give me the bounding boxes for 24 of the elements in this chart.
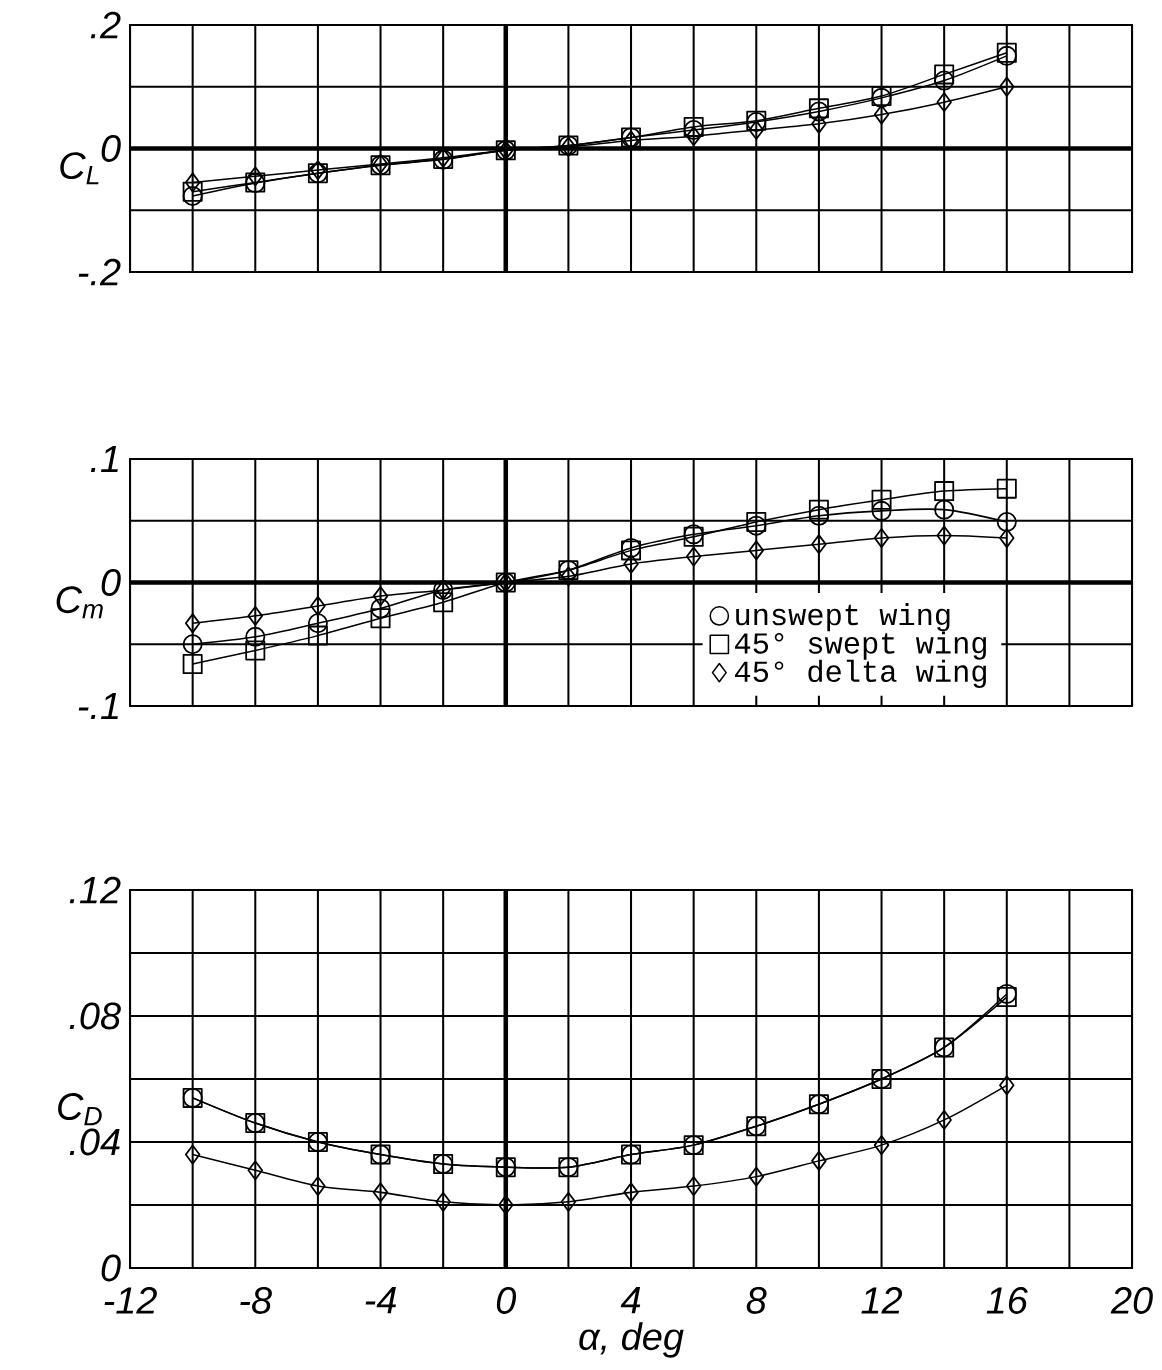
x-tick-label: -4: [365, 1287, 397, 1314]
legend-label: 45° swept wing: [735, 631, 987, 660]
y-tick-label: -.2: [78, 258, 121, 286]
x-tick-label: 12: [861, 1287, 903, 1314]
y-axis-title: C$_{D}$: [58, 1093, 102, 1126]
y-tick-label: 0: [101, 135, 121, 162]
y-axis-title: C$_{L}$: [60, 152, 99, 185]
legend-label: unswept wing: [736, 603, 950, 632]
y-tick-label: .2: [91, 11, 121, 39]
y-tick-label: .04: [70, 1128, 120, 1156]
x-tick-label: 4: [620, 1287, 641, 1314]
y-tick-label: .12: [70, 876, 121, 904]
x-tick-label: 0: [497, 1287, 517, 1314]
y-tick-label: .1: [91, 445, 119, 473]
x-tick-label: 8: [746, 1287, 767, 1314]
x-tick-label: 20: [1110, 1287, 1154, 1314]
x-tick-label: -12: [104, 1287, 158, 1314]
x-tick-label: -8: [240, 1287, 273, 1314]
x-axis-title: α, deg: [579, 1322, 684, 1358]
legend-label: 45° delta wing: [735, 659, 987, 688]
y-tick-label: -.1: [78, 692, 119, 720]
x-tick-label: 16: [986, 1287, 1029, 1314]
y-tick-label: .08: [70, 1002, 122, 1030]
y-tick-label: 0: [101, 1254, 121, 1282]
